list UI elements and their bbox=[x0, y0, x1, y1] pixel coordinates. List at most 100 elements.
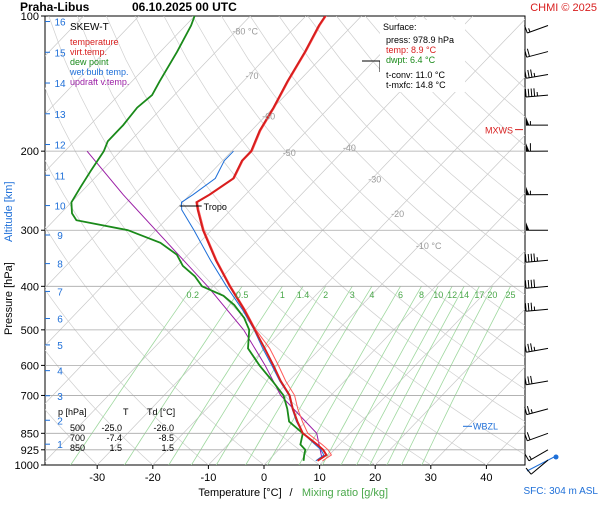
altitude-tick-label: 1 bbox=[57, 440, 63, 451]
wind-barb-flag bbox=[525, 254, 526, 262]
x-tick-label: 10 bbox=[313, 472, 325, 484]
x-tick-label: 0 bbox=[261, 472, 267, 484]
altitude-tick-label: 5 bbox=[57, 341, 63, 352]
surface-temp: temp: 8.9 °C bbox=[386, 45, 437, 55]
isotherm-label: -10 °C bbox=[416, 241, 442, 251]
altitude-tick-label: 10 bbox=[54, 202, 66, 213]
altitude-tick-label: 4 bbox=[57, 367, 63, 378]
isotherm-label: -40 bbox=[343, 143, 356, 153]
y-tick-label: 850 bbox=[21, 428, 39, 440]
mixing-ratio-label: 17 bbox=[474, 290, 484, 300]
legend-item: dew point bbox=[70, 57, 109, 67]
legend-item: updraft v.temp. bbox=[70, 77, 129, 87]
x-axis-title-mixing: Mixing ratio [g/kg] bbox=[302, 487, 388, 499]
wind-barb-flag bbox=[531, 303, 532, 311]
table-cell: -25.0 bbox=[101, 423, 122, 433]
x-tick-label: 40 bbox=[480, 472, 492, 484]
wind-barb-flag bbox=[528, 254, 529, 262]
table-cell: 700 bbox=[70, 433, 85, 443]
y-tick-label: 925 bbox=[21, 445, 39, 457]
mixing-ratio-label: 8 bbox=[419, 290, 424, 300]
x-tick-label: -10 bbox=[200, 472, 216, 484]
table-cell: 850 bbox=[70, 443, 85, 453]
surface-title: Surface: bbox=[383, 22, 417, 32]
mixing-ratio-label: 25 bbox=[505, 290, 515, 300]
mixing-ratio-label: 2 bbox=[323, 290, 328, 300]
y-tick-label: 500 bbox=[21, 325, 39, 337]
wind-barb-flag bbox=[528, 303, 529, 311]
wind-barb-flag bbox=[525, 89, 526, 97]
isotherm-label: -20 bbox=[391, 209, 404, 219]
altitude-tick-label: 14 bbox=[54, 79, 66, 90]
surface-press: press: 978.9 hPa bbox=[386, 35, 454, 45]
y-tick-label: 300 bbox=[21, 225, 39, 237]
altitude-tick-label: 3 bbox=[57, 392, 63, 403]
altitude-tick-label: 7 bbox=[57, 287, 63, 298]
datetime-title: 06.10.2025 00 UTC bbox=[132, 0, 237, 14]
station-title: Praha-Libus bbox=[20, 0, 90, 14]
mixing-ratio-label: 0.2 bbox=[186, 290, 199, 300]
x-tick-label: 30 bbox=[425, 472, 437, 484]
mixing-ratio-label: 20 bbox=[487, 290, 497, 300]
surface-station-dot bbox=[554, 455, 559, 460]
x-tick-label: -30 bbox=[89, 472, 105, 484]
mixing-ratio-label: 1.4 bbox=[297, 290, 310, 300]
isotherm-label: -80 °C bbox=[232, 27, 258, 37]
y-axis-title-altitude: Altitude [km] bbox=[3, 181, 15, 242]
altitude-tick-label: 16 bbox=[54, 18, 66, 29]
mixing-ratio-label: 3 bbox=[350, 290, 355, 300]
mixing-ratio-label: 10 bbox=[433, 290, 443, 300]
wind-barb-flag bbox=[531, 254, 532, 262]
table-cell: 1.5 bbox=[161, 443, 174, 453]
altitude-tick-label: 2 bbox=[57, 416, 63, 427]
altitude-tick-label: 12 bbox=[54, 141, 66, 152]
credit-text: CHMI © 2025 bbox=[530, 2, 597, 14]
isotherm-label: -60 bbox=[262, 112, 275, 122]
altitude-tick-label: 6 bbox=[57, 315, 63, 326]
table-header-td: Td [°C] bbox=[147, 407, 175, 417]
wind-barb-flag bbox=[525, 280, 526, 288]
x-tick-label: 20 bbox=[369, 472, 381, 484]
surface-altitude-label: SFC: 304 m ASL bbox=[524, 486, 599, 497]
wind-barb-flag bbox=[534, 280, 535, 288]
wind-barb-flag bbox=[531, 89, 532, 97]
table-cell: 500 bbox=[70, 423, 85, 433]
x-tick-label: -20 bbox=[145, 472, 161, 484]
mixing-ratio-label: 6 bbox=[398, 290, 403, 300]
table-header-t: T bbox=[123, 407, 129, 417]
surface-info: Surface: press: 978.9 hPa temp: 8.9 °C d… bbox=[380, 20, 465, 92]
legend-title: SKEW-T bbox=[70, 22, 109, 33]
table-cell: -8.5 bbox=[158, 433, 174, 443]
table-header-p: p [hPa] bbox=[58, 407, 87, 417]
table-cell: -26.0 bbox=[153, 423, 174, 433]
wind-barb-flag bbox=[534, 88, 535, 96]
isotherm-label: -50 bbox=[283, 148, 296, 158]
wind-barb-flag bbox=[528, 280, 529, 288]
tropopause-label: Tropo bbox=[204, 202, 227, 212]
altitude-tick-label: 13 bbox=[54, 110, 66, 121]
surface-dwpt: dwpt: 6.4 °C bbox=[386, 55, 436, 65]
isotherm-label: -30 bbox=[368, 175, 381, 185]
wind-barb-halfflag bbox=[534, 347, 535, 351]
legend-item: virt.temp. bbox=[70, 47, 107, 57]
mixing-ratio-label: 1 bbox=[280, 290, 285, 300]
wbzl-label: WBZL bbox=[473, 421, 498, 431]
wind-barb-flag bbox=[525, 303, 526, 311]
y-axis-title: Pressure [hPa] bbox=[3, 262, 15, 335]
wind-barb-halfflag bbox=[534, 73, 535, 77]
wind-barb-flag bbox=[531, 280, 532, 288]
legend-item: temperature bbox=[70, 37, 119, 47]
surface-tconv: t-conv: 11.0 °C bbox=[386, 70, 445, 80]
x-axis-title: Temperature [°C] bbox=[198, 487, 281, 499]
altitude-tick-label: 15 bbox=[54, 48, 66, 59]
altitude-tick-label: 9 bbox=[57, 231, 63, 242]
isotherm-label: -70 bbox=[246, 71, 259, 81]
table-cell: -7.4 bbox=[106, 433, 122, 443]
legend-item: wet bulb temp. bbox=[69, 67, 129, 77]
wind-barb-flag bbox=[534, 254, 535, 262]
surface-tmxfc: t-mxfc: 14.8 °C bbox=[386, 80, 446, 90]
y-tick-label: 400 bbox=[21, 281, 39, 293]
y-tick-label: 700 bbox=[21, 390, 39, 402]
